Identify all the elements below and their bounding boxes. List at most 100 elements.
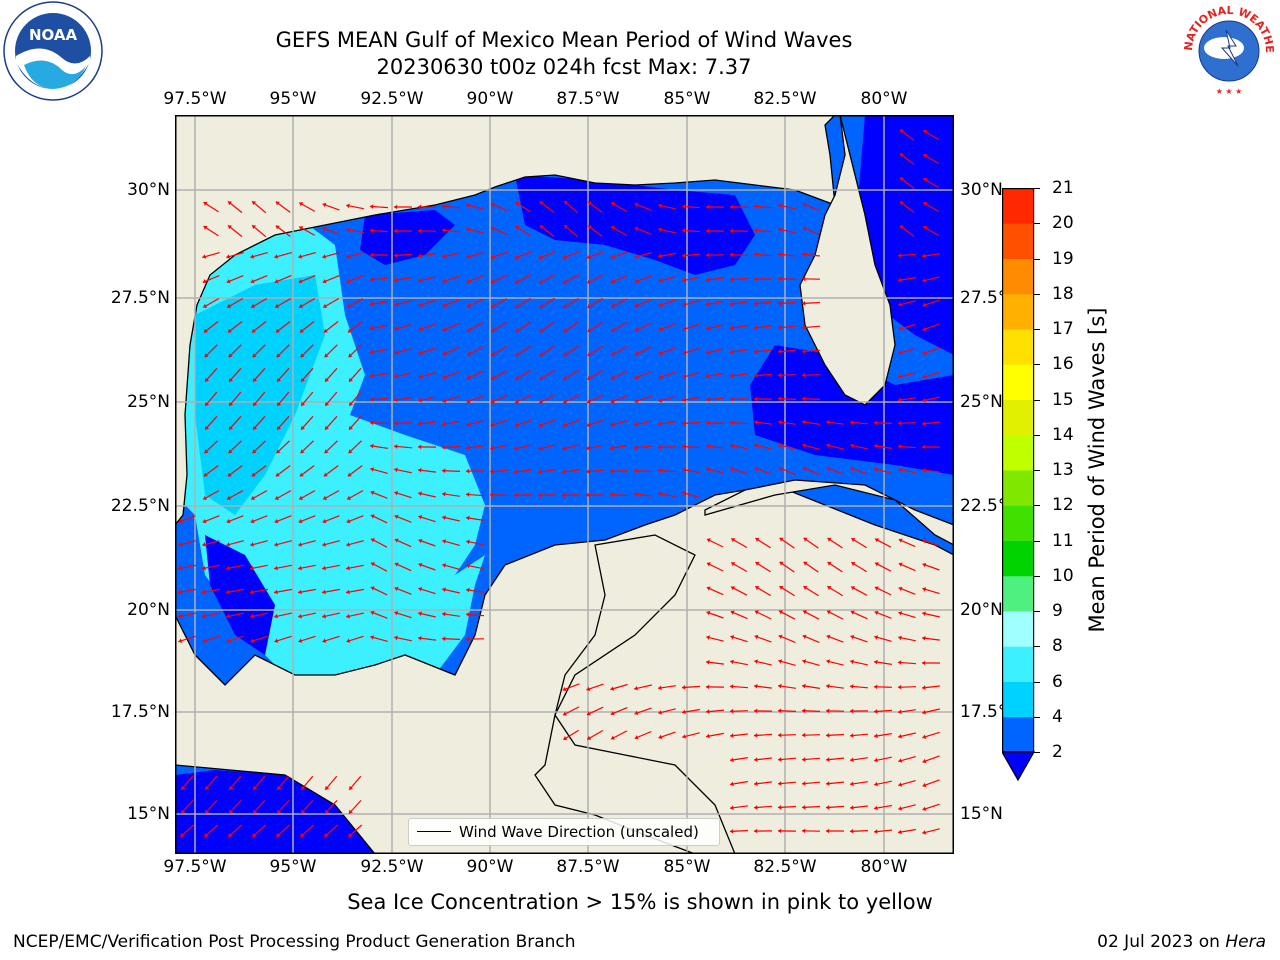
footer-date-text: 02 Jul 2023 on [1097, 932, 1226, 952]
wind-arrow-head [253, 425, 257, 430]
wind-arrow-head [754, 252, 758, 257]
wind-arrow-head [442, 228, 446, 233]
wind-arrow-head [442, 611, 446, 617]
wind-arrow-head [898, 420, 902, 426]
wind-arrow-head [778, 349, 782, 354]
colorbar-tick-mark [1034, 258, 1040, 260]
wind-arrow-head [682, 397, 686, 403]
wind-arrow-head [205, 377, 209, 382]
wind-arrow-head [827, 610, 831, 615]
footer-date: 02 Jul 2023 on Hera [1097, 932, 1266, 952]
wind-arrow-head [634, 202, 639, 208]
colorbar-tick-label: 8 [1052, 636, 1063, 657]
wind-arrow-head [658, 734, 663, 740]
wind-arrow-head [226, 279, 231, 284]
wind-arrow-head [706, 538, 711, 543]
wind-arrow-head [418, 397, 422, 403]
wind-arrow-head [274, 518, 279, 524]
wind-arrow-head [204, 809, 209, 814]
wind-arrow-head [706, 684, 710, 690]
colorbar-cell [1002, 258, 1034, 295]
wind-arrow-head [349, 401, 354, 406]
wind-arrow-head [394, 491, 399, 496]
wind-arrow-head [274, 638, 279, 643]
wind-arrow-head [226, 613, 230, 619]
wind-arrow-head [586, 445, 590, 451]
wind-arrow-head [275, 201, 280, 206]
wind-arrow-head [229, 377, 233, 382]
wind-arrow-head [226, 638, 231, 643]
wind-arrow-head [754, 443, 758, 448]
wind-arrow-head [922, 611, 926, 616]
nws-logo: NATIONAL WEATHER SERVICE ★ ★ ★ [1178, 0, 1278, 100]
wind-arrow-head [228, 809, 233, 814]
colorbar-cell [1002, 329, 1034, 365]
wind-arrow-head [277, 785, 282, 790]
wind-arrow-head [229, 401, 234, 406]
wind-arrow-head [754, 276, 758, 282]
wind-arrow-head [325, 425, 329, 430]
map-panel [175, 115, 954, 854]
wind-arrow-head [323, 303, 328, 308]
wind-arrow-head [874, 829, 878, 834]
wind-arrow-head [706, 420, 710, 426]
wind-arrow-head [802, 828, 806, 834]
wind-arrow-head [802, 659, 807, 664]
wind-arrow-head [658, 710, 662, 715]
lon-tick-bottom: 80°W [860, 857, 908, 877]
wind-arrow-head [539, 399, 543, 404]
wind-arrow-head [275, 303, 280, 308]
wind-arrow-head [371, 538, 375, 543]
wind-arrow-head [611, 226, 616, 231]
wind-arrow-head [874, 733, 878, 739]
wind-arrow-head [874, 420, 878, 426]
wind-arrow-head [491, 328, 496, 332]
wind-arrow-head [898, 806, 902, 811]
wind-arrow-head [586, 422, 591, 428]
wind-arrow-head [778, 805, 782, 810]
wind-arrow-head [203, 472, 208, 477]
wind-arrow-head [203, 303, 208, 308]
wind-arrow-head [250, 254, 255, 259]
wind-arrow-head [922, 830, 926, 835]
wind-arrow-head [850, 805, 854, 810]
colorbar-tick-mark [1034, 399, 1040, 401]
wind-arrow-head [611, 202, 616, 207]
wind-arrow-head [658, 398, 662, 403]
wind-arrow-head [706, 467, 710, 472]
wind-arrow-head [563, 328, 568, 333]
wind-arrow-head [250, 589, 254, 595]
lon-tick-top: 92.5°W [360, 89, 424, 109]
wind-arrow-head [730, 829, 734, 834]
colorbar-tick-label: 18 [1052, 283, 1074, 304]
wind-arrow-head [682, 204, 686, 209]
wind-arrow-head [250, 613, 254, 619]
wind-arrow-head [370, 228, 374, 233]
wind-arrow-head [682, 277, 686, 283]
land [175, 115, 954, 854]
wind-arrow-head [586, 711, 591, 716]
wind-arrow-head [180, 809, 185, 814]
wind-arrow-head [802, 396, 806, 402]
wind-arrow-head [778, 828, 782, 834]
wind-arrow-head [826, 634, 831, 640]
wind-arrow-head [874, 805, 878, 811]
colorbar-tick-mark [1034, 470, 1040, 472]
wind-arrow-head [394, 586, 399, 592]
wind-arrow-head [346, 613, 350, 619]
wind-arrow-head [922, 538, 927, 544]
wind-arrow-head [802, 252, 806, 257]
wind-arrow-head [634, 375, 639, 380]
wind-arrow-head [706, 326, 710, 331]
colorbar-tick-label: 21 [1052, 178, 1074, 198]
wind-arrow-head [923, 202, 928, 206]
wind-arrow-head [300, 449, 305, 454]
wind-arrow-head [394, 538, 399, 543]
wind-arrow-head [276, 353, 281, 358]
wind-arrow-head [923, 178, 928, 182]
wind-arrow-head [227, 303, 232, 308]
wind-arrow-head [586, 399, 591, 404]
wind-arrow-head [229, 425, 233, 430]
wind-arrow-head [730, 349, 734, 355]
wind-arrow-head [253, 377, 257, 382]
